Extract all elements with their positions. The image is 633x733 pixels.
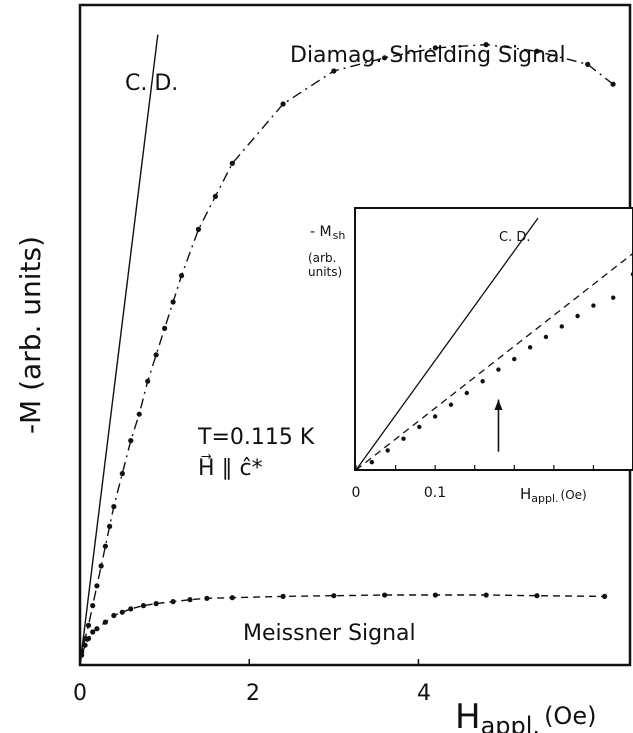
inset-data-point: [417, 424, 422, 430]
data-point-diamag-shielding-signal: [111, 504, 117, 510]
data-point-meissner-signal: [382, 592, 388, 598]
inset-data-point: [543, 334, 549, 340]
data-point-meissner-signal: [187, 597, 193, 603]
inset-data-layer: [355, 217, 633, 471]
inset-x-tick-label: 0: [352, 485, 361, 501]
inset-data-point: [432, 414, 438, 419]
data-point-diamag-shielding-signal: [229, 160, 235, 166]
data-point-diamag-shielding-signal: [128, 438, 134, 444]
data-point-diamag-shielding-signal: [162, 325, 168, 331]
data-point-meissner-signal: [119, 609, 125, 615]
data-point-meissner-signal: [170, 599, 176, 605]
y-axis-label: -M (arb. units): [14, 236, 47, 434]
data-point-meissner-signal: [483, 592, 489, 598]
inset-y-axis-label: - Msh: [310, 224, 345, 242]
data-point-diamag-shielding-signal: [170, 299, 176, 305]
x-tick-label: 0: [73, 681, 87, 706]
data-point-diamag-shielding-signal: [153, 352, 159, 358]
inset-data-point: [591, 303, 596, 308]
data-point-meissner-signal: [204, 595, 210, 601]
data-point-meissner-signal: [82, 642, 88, 648]
data-point-diamag-shielding-signal: [195, 226, 202, 232]
data-point-meissner-signal: [331, 593, 337, 599]
series-label-cd: C. D.: [125, 71, 178, 96]
data-point-meissner-signal: [90, 629, 96, 635]
data-point-meissner-signal: [85, 636, 92, 642]
data-point-diamag-shielding-signal: [212, 193, 218, 199]
data-point-meissner-signal: [229, 595, 235, 601]
data-point-diamag-shielding-signal: [136, 411, 142, 417]
inset-x-tick-label: 0.1: [424, 485, 446, 501]
data-point-diamag-shielding-signal: [280, 101, 286, 107]
inset-data-point: [512, 356, 517, 362]
inset-data-point: [559, 324, 564, 329]
data-point-diamag-shielding-signal: [432, 45, 438, 51]
data-point-meissner-signal: [94, 626, 100, 632]
data-point-diamag-shielding-signal: [382, 55, 388, 61]
inset-data-point: [369, 459, 375, 465]
data-point-diamag-shielding-signal: [98, 563, 104, 569]
data-point-diamag-shielding-signal: [534, 48, 540, 54]
data-point-diamag-shielding-signal: [483, 42, 489, 48]
inset-data-point: [385, 448, 390, 453]
inset-data-point: [464, 390, 469, 396]
series-label-meissner: Meissner Signal: [243, 621, 416, 646]
inset-series-label-cd: C. D.: [499, 230, 530, 245]
x-tick-label: 2: [246, 681, 260, 706]
data-point-diamag-shielding-signal: [331, 68, 337, 74]
data-point-meissner-signal: [280, 593, 286, 599]
data-point-meissner-signal: [153, 601, 159, 607]
inset-data-point: [575, 313, 580, 319]
data-point-diamag-shielding-signal: [119, 471, 125, 477]
inset-arrow-head: [494, 399, 503, 410]
inset-y-unit-2: units): [308, 265, 342, 279]
data-point-meissner-signal: [128, 606, 134, 612]
x-axis-label: Happl. (Oe): [455, 697, 596, 733]
data-point-meissner-signal: [140, 603, 147, 609]
data-point-meissner-signal: [111, 612, 117, 619]
series-line-diamag-shielding-signal: [79, 43, 614, 666]
inset-y-unit-1: (arb.: [308, 251, 336, 265]
data-point-meissner-signal: [432, 592, 438, 598]
data-point-diamag-shielding-signal: [145, 378, 151, 384]
inset-line-c-d: [355, 217, 539, 471]
data-point-diamag-shielding-signal: [107, 523, 113, 530]
data-point-diamag-shielding-signal: [90, 603, 96, 609]
inset-data-point: [611, 295, 616, 300]
data-point-meissner-signal: [102, 619, 108, 625]
data-point-meissner-signal: [602, 593, 608, 599]
inset-data-point: [480, 379, 485, 384]
data-point-meissner-signal: [534, 593, 540, 599]
inset-x-axis-label: Happl. (Oe): [520, 485, 587, 505]
series-line-c-d: [79, 34, 159, 666]
data-point-diamag-shielding-signal: [102, 543, 108, 549]
series-label-shielding: Diamag. Shielding Signal: [290, 43, 566, 68]
inset-data-point: [496, 367, 501, 372]
data-point-diamag-shielding-signal: [610, 81, 616, 87]
data-point-diamag-shielding-signal: [94, 583, 100, 589]
data-point-diamag-shielding-signal: [85, 622, 92, 629]
x-tick-label: 4: [417, 681, 431, 706]
inset-data-point: [527, 345, 533, 350]
field-orientation-annotation: H⃗ ∥ ĉ*: [198, 454, 263, 481]
inset-data-point: [630, 272, 633, 277]
inset-data-point: [448, 402, 454, 407]
main-data-layer: [79, 34, 616, 666]
data-point-diamag-shielding-signal: [178, 273, 185, 279]
series-line-meissner-signal: [79, 594, 605, 666]
inset-data-point: [401, 436, 406, 441]
data-point-diamag-shielding-signal: [585, 61, 591, 67]
temperature-annotation: T=0.115 K: [197, 425, 315, 450]
inset-line-fit: [355, 252, 633, 471]
inset-plot-frame: [354, 207, 633, 471]
